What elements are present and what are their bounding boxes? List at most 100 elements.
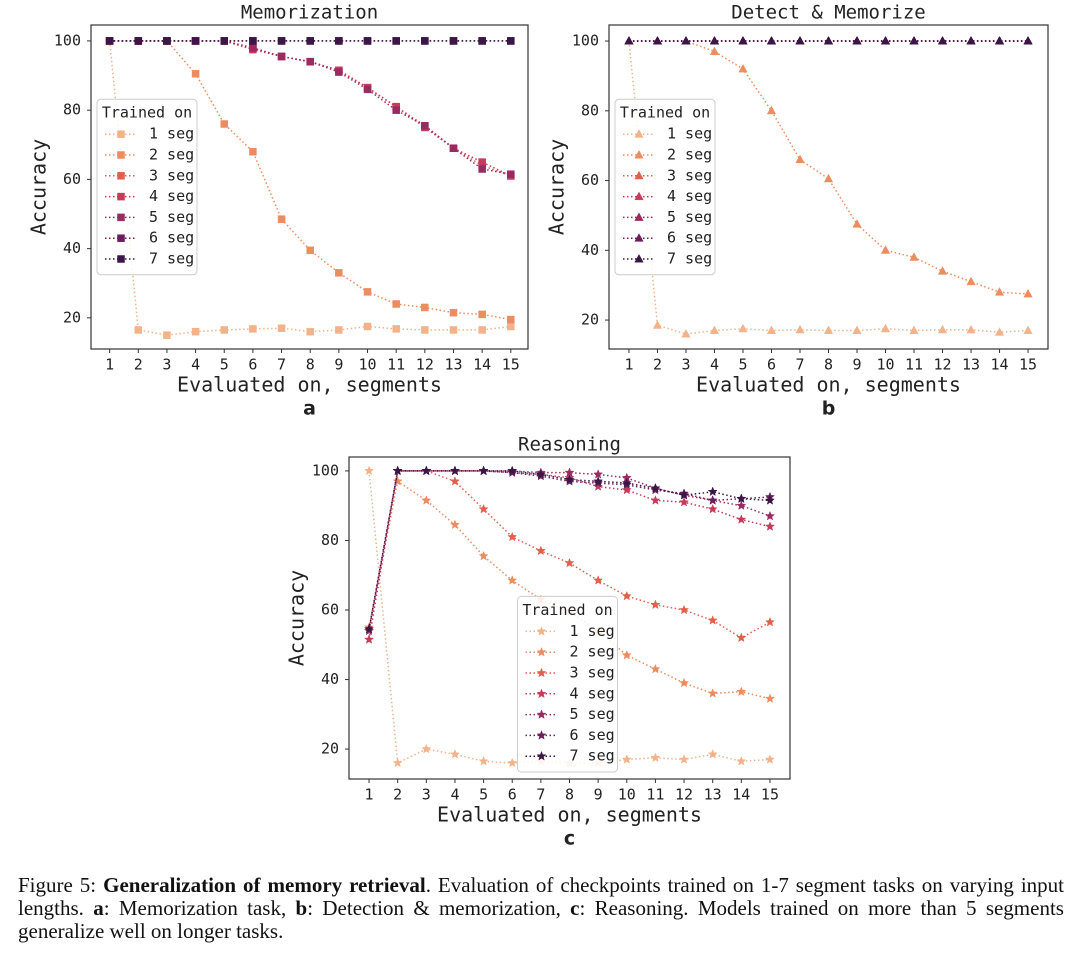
marker	[105, 37, 114, 45]
marker	[880, 323, 891, 333]
y-tick-label: 100	[312, 461, 339, 479]
caption: Figure 5: Generalization of memory retri…	[18, 874, 1064, 943]
marker	[707, 615, 718, 625]
marker	[335, 269, 343, 277]
y-tick-label: 100	[54, 31, 81, 49]
marker	[738, 323, 748, 333]
chart-title: Detect & Memorize	[731, 2, 925, 24]
x-tick-label: 7	[795, 356, 804, 374]
legend-marker	[634, 253, 644, 263]
marker	[363, 85, 372, 94]
legend: Trained on 1 seg 2 seg 3 seg 4 seg 5 seg 6 seg…	[614, 98, 716, 276]
marker	[535, 469, 546, 479]
legend-label: 5 seg	[570, 705, 615, 723]
marker	[134, 326, 143, 334]
marker	[736, 632, 747, 643]
marker	[764, 510, 775, 521]
x-tick-label: 7	[277, 356, 286, 374]
caption-text: Figure 5:	[18, 873, 104, 897]
marker	[191, 70, 200, 78]
x-tick-label: 13	[962, 356, 980, 374]
x-tick-label: 9	[594, 786, 603, 804]
x-tick-label: 8	[565, 786, 574, 804]
marker	[621, 649, 632, 660]
legend-label: 6 seg	[570, 726, 615, 744]
y-axis-label: Accuracy	[27, 139, 51, 235]
caption-text: : Memorization task,	[103, 896, 296, 920]
legend-title: Trained on	[620, 104, 710, 122]
x-tick-label: 12	[416, 356, 434, 374]
legend-label: 7 seg	[667, 250, 712, 268]
marker	[679, 754, 690, 764]
marker	[852, 325, 862, 334]
marker	[795, 154, 805, 164]
y-tick-label: 80	[63, 101, 81, 119]
legend-label: 4 seg	[570, 684, 615, 702]
legend-box	[96, 98, 198, 276]
marker	[736, 686, 747, 696]
marker	[966, 324, 976, 334]
marker	[220, 120, 228, 128]
marker	[249, 325, 257, 333]
x-tick-label: 15	[761, 786, 779, 804]
legend-label: 1 seg	[570, 622, 615, 640]
marker	[392, 325, 400, 333]
legend-label: 1 seg	[667, 125, 712, 143]
marker	[306, 57, 314, 66]
legend-label: 3 seg	[570, 664, 615, 682]
marker	[421, 37, 429, 45]
legend-marker	[634, 191, 644, 201]
x-tick-label: 12	[933, 356, 951, 374]
marker	[679, 677, 690, 688]
marker	[421, 743, 432, 754]
marker	[335, 37, 343, 45]
marker	[249, 44, 257, 52]
legend-marker	[117, 130, 125, 138]
x-tick-label: 11	[387, 356, 405, 374]
y-tick-label: 40	[581, 241, 599, 259]
legend-marker	[117, 192, 125, 201]
x-tick-label: 13	[704, 786, 722, 804]
marker	[364, 634, 375, 644]
legend-marker	[117, 172, 125, 180]
marker	[507, 465, 518, 476]
y-tick-label: 40	[63, 239, 81, 257]
marker	[795, 324, 805, 334]
marker	[652, 36, 663, 45]
y-tick-label: 20	[63, 308, 81, 326]
caption-text: . Evaluation of checkpoints trained on 1…	[18, 873, 1064, 920]
marker	[478, 503, 489, 514]
marker	[652, 320, 663, 329]
marker	[421, 465, 432, 476]
marker	[306, 327, 314, 336]
marker	[249, 37, 257, 45]
marker	[507, 170, 515, 178]
marker	[937, 36, 948, 45]
x-tick-label: 2	[134, 356, 143, 374]
marker	[449, 326, 458, 334]
marker	[535, 545, 546, 556]
marker	[449, 749, 460, 759]
y-axis-label: Accuracy	[285, 570, 309, 666]
marker	[852, 219, 862, 228]
marker	[507, 531, 518, 542]
x-tick-label: 4	[710, 356, 719, 374]
marker	[306, 37, 314, 45]
marker	[277, 52, 286, 61]
panel-label: b	[822, 398, 836, 420]
marker	[277, 324, 286, 332]
x-tick-label: 4	[191, 356, 200, 374]
legend-marker	[634, 170, 644, 180]
marker	[478, 465, 489, 476]
legend-marker	[117, 255, 125, 263]
marker	[507, 322, 515, 331]
x-axis-label: Evaluated on, segments	[696, 373, 961, 397]
x-tick-label: 3	[422, 786, 431, 804]
y-tick-label: 20	[321, 740, 339, 758]
legend-label: 4 seg	[149, 187, 194, 205]
plot-frame	[348, 456, 791, 780]
marker	[478, 165, 486, 173]
legend-label: 6 seg	[149, 229, 194, 247]
marker	[593, 481, 604, 491]
